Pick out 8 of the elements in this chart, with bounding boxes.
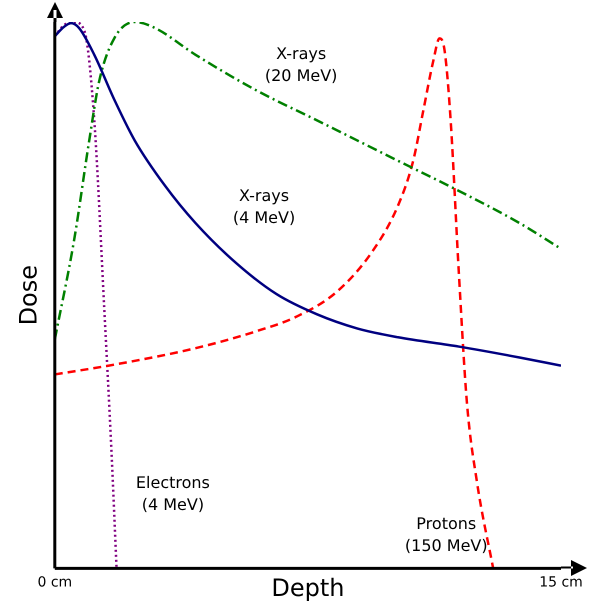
x-tick-label: 15 cm — [539, 574, 583, 590]
y-axis-title: Dose — [14, 264, 43, 326]
x-tick-label: 0 cm — [37, 574, 72, 590]
series-label: Electrons (4 MeV) — [136, 472, 210, 514]
series-label: X-rays (4 MeV) — [232, 186, 296, 228]
series-label: X-rays (20 MeV) — [264, 44, 338, 85]
series-label: Protons (150 MeV) — [404, 514, 488, 555]
x-axis-title: Depth — [271, 574, 344, 602]
